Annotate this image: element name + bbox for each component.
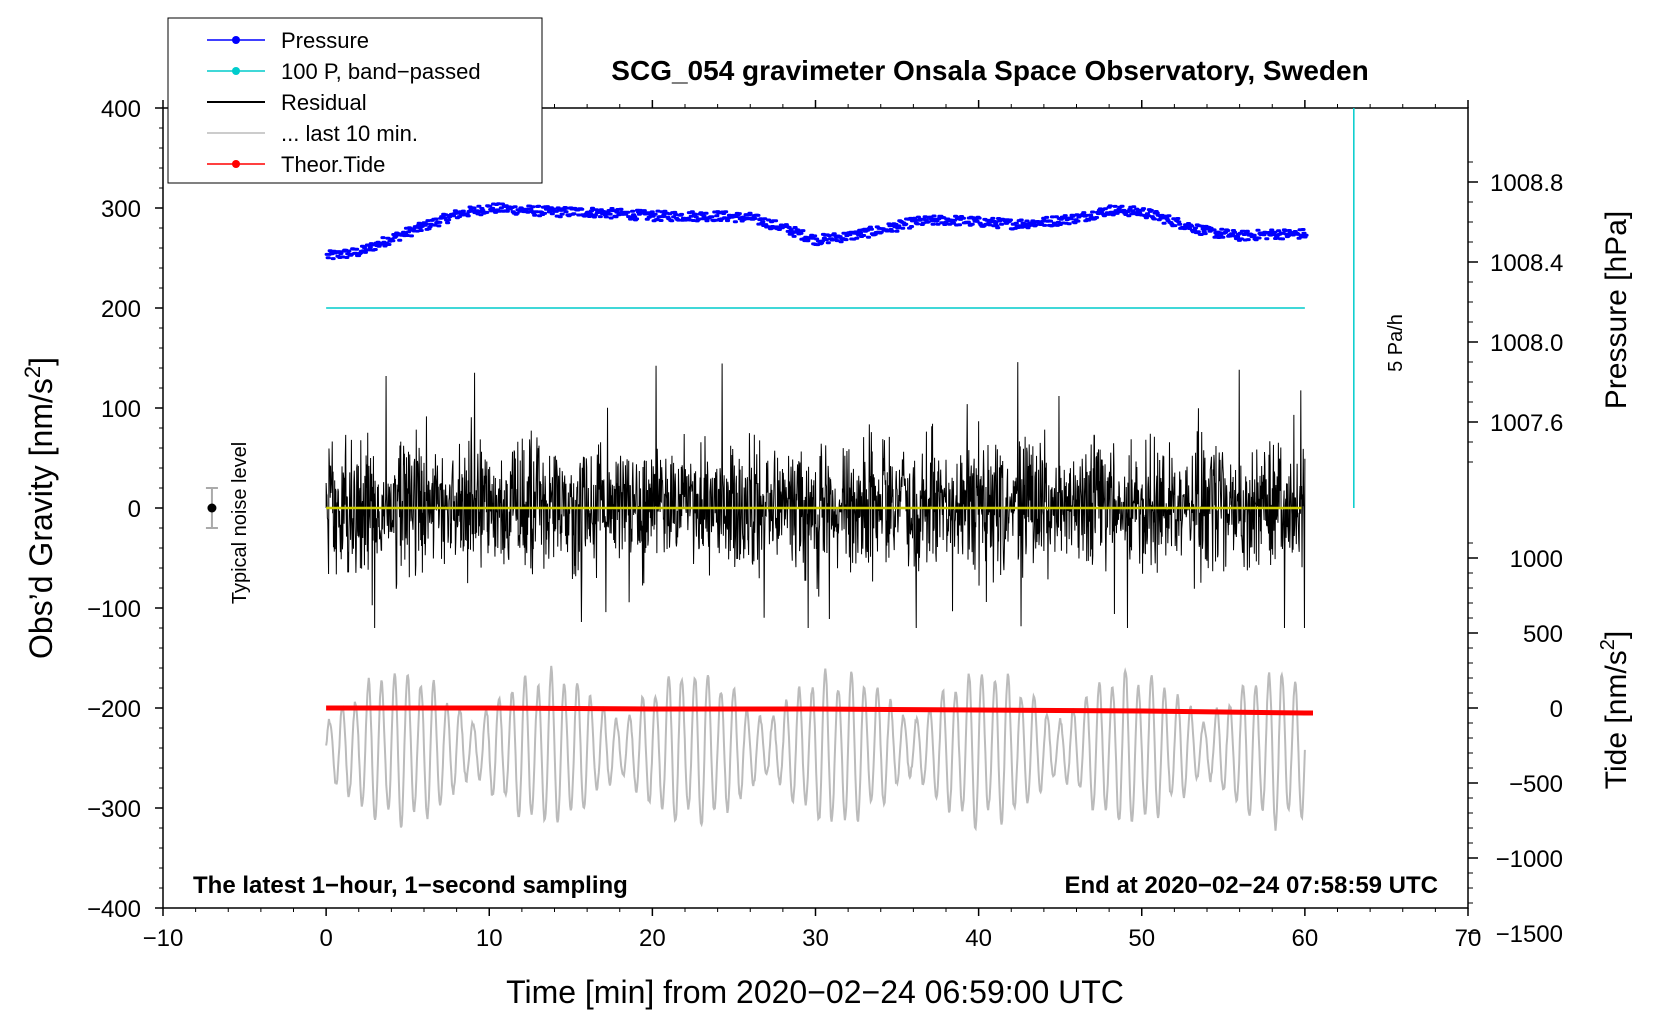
x-tick-label: 50 xyxy=(1128,925,1155,952)
x-tick-label: 40 xyxy=(965,925,992,952)
pressure-tick-label: 1008.8 xyxy=(1490,170,1563,197)
legend-label: Pressure xyxy=(281,28,369,53)
y-axis-label: Obs’d Gravity [nm/s2] xyxy=(20,357,59,659)
y-tick-label: −100 xyxy=(87,596,141,623)
tide-axis-label-close: ] xyxy=(1600,631,1633,639)
pressure-tick-label: 1008.0 xyxy=(1490,330,1563,357)
annotation-bottom-right: End at 2020−02−24 07:58:59 UTC xyxy=(1064,872,1438,899)
x-tick-label: 10 xyxy=(476,925,503,952)
y-axis-label-group: Obs’d Gravity [nm/s2] xyxy=(20,357,59,659)
pressure-axis-label: Pressure [hPa] xyxy=(1600,211,1633,409)
legend-marker xyxy=(232,160,240,168)
noise-marker xyxy=(207,503,217,513)
x-tick-label: −10 xyxy=(143,925,184,952)
pressure-tick-label: 1007.6 xyxy=(1490,410,1563,437)
y-tick-label: 400 xyxy=(101,96,141,123)
legend-marker xyxy=(232,67,240,75)
pa-rate-label: 5 Pa/h xyxy=(1385,314,1407,372)
tide-tick-label: 1000 xyxy=(1510,546,1563,573)
y-tick-label: −200 xyxy=(87,696,141,723)
legend-label: 100 P, band−passed xyxy=(281,59,481,84)
y-tick-label: −300 xyxy=(87,796,141,823)
x-tick-label: 20 xyxy=(639,925,666,952)
x-axis-label: Time [min] from 2020−02−24 06:59:00 UTC xyxy=(506,974,1124,1010)
tide-tick-label: −1500 xyxy=(1496,921,1563,948)
chart-title: SCG_054 gravimeter Onsala Space Observat… xyxy=(611,55,1368,86)
tide-tick-label: 0 xyxy=(1550,696,1563,723)
tide-axis-label: Tide [nm/s2] xyxy=(1597,631,1633,789)
x-tick-label: 30 xyxy=(802,925,829,952)
x-tick-label: 60 xyxy=(1292,925,1319,952)
tide-tick-label: 500 xyxy=(1523,621,1563,648)
tide-tick-label: −500 xyxy=(1509,771,1563,798)
y-tick-label: 0 xyxy=(128,496,141,523)
y-axis-label-sup: 2 xyxy=(20,366,45,378)
residual-series xyxy=(325,362,1306,629)
tide-tick-label: −1000 xyxy=(1496,846,1563,873)
y-axis-label-main: Obs’d Gravity [nm/s xyxy=(23,378,59,659)
pressure-series xyxy=(324,202,1309,261)
y-tick-label: −400 xyxy=(87,896,141,923)
legend-box xyxy=(167,17,543,184)
legend-label: Theor.Tide xyxy=(281,152,385,177)
noise-label: Typical noise level xyxy=(229,442,251,604)
y-axis-label-close: ] xyxy=(23,357,59,366)
x-tick-label: 70 xyxy=(1455,925,1482,952)
annotation-bottom-left: The latest 1−hour, 1−second sampling xyxy=(193,872,628,899)
pressure-tick-label: 1008.4 xyxy=(1490,250,1563,277)
tide-series xyxy=(326,705,1313,716)
y-tick-label: 200 xyxy=(101,296,141,323)
tide-axis-label-main: Tide [nm/s xyxy=(1600,650,1633,789)
tide-axis-label-group: Tide [nm/s2] xyxy=(1597,631,1633,789)
y-tick-label: 300 xyxy=(101,196,141,223)
tide-axis-label-sup: 2 xyxy=(1597,639,1619,650)
y-tick-label: 100 xyxy=(101,396,141,423)
legend-marker xyxy=(232,36,240,44)
x-tick-label: 0 xyxy=(319,925,332,952)
legend-label: ... last 10 min. xyxy=(281,121,418,146)
legend-label: Residual xyxy=(281,90,367,115)
last10-series xyxy=(325,665,1306,832)
